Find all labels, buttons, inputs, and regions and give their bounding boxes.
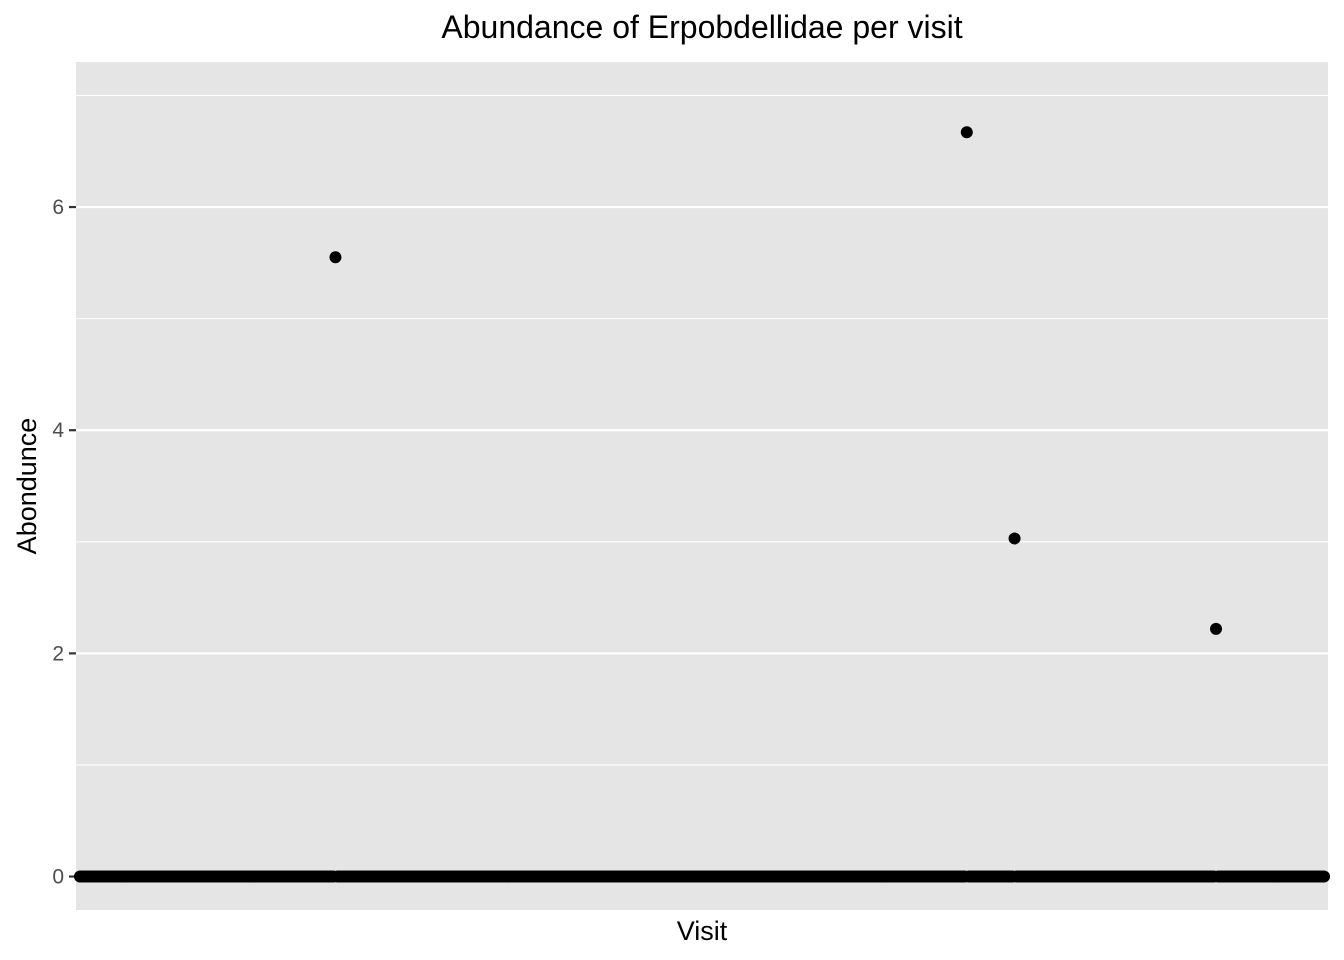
data-point [960, 126, 973, 139]
data-point [1318, 870, 1330, 883]
data-point [1008, 532, 1021, 545]
y-axis: 0 2 4 6 [52, 196, 76, 889]
data-point [329, 251, 342, 264]
y-tick-label-4: 4 [52, 419, 64, 442]
y-tick-label-0: 0 [52, 866, 64, 889]
data-point [1210, 622, 1223, 635]
minor-gridlines [76, 94, 1328, 766]
data-points [74, 126, 1330, 883]
x-axis-title: Visit [677, 916, 728, 946]
plot-panel [76, 62, 1328, 910]
chart-title: Abundance of Erpobdellidae per visit [441, 9, 962, 45]
y-tick-label-6: 6 [52, 196, 64, 219]
y-tick-label-2: 2 [52, 642, 64, 665]
y-axis-title: Abondunce [12, 418, 42, 555]
